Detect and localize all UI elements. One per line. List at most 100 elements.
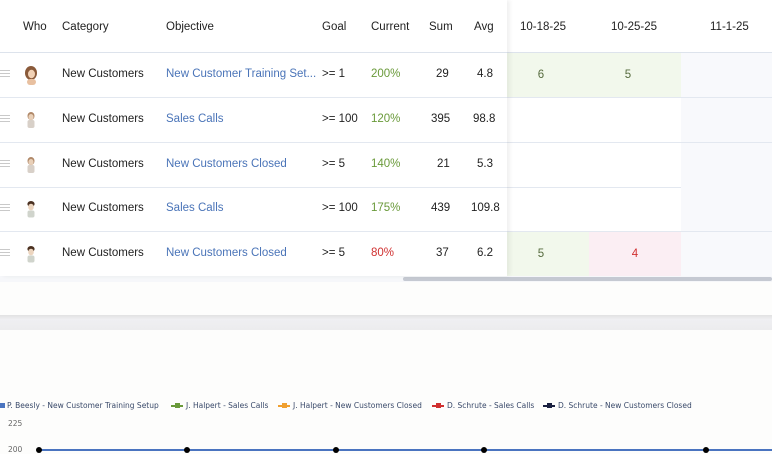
objective-link[interactable]: New Customers Closed [166, 247, 287, 259]
sum-cell: 21 [437, 158, 450, 170]
week-cell[interactable] [681, 232, 772, 276]
avatar [27, 201, 35, 218]
legend-item[interactable]: J. Halpert - Sales Calls [171, 401, 268, 410]
col-header-avg[interactable]: Avg [474, 21, 494, 33]
data-point[interactable] [184, 447, 190, 453]
goal-cell: >= 5 [322, 158, 346, 170]
avatar [27, 112, 35, 128]
data-point[interactable] [36, 447, 42, 453]
table-row[interactable]: New Customers Sales Calls >= 100 120% 39… [0, 98, 507, 143]
drag-handle-icon[interactable] [0, 115, 10, 124]
current-cell: 175% [371, 202, 401, 214]
week-cell[interactable]: 4 [589, 232, 681, 276]
avatar [25, 66, 37, 85]
week-cell[interactable] [507, 143, 575, 187]
col-header-week[interactable]: 10-25-25 [611, 21, 658, 33]
table-row[interactable]: New Customers New Customers Closed >= 5 … [0, 232, 507, 277]
goal-cell: >= 100 [322, 113, 358, 125]
drag-handle-icon[interactable] [0, 249, 10, 258]
series-line [38, 449, 772, 451]
col-header-category[interactable]: Category [62, 21, 109, 33]
horizontal-scrollbar-track[interactable] [0, 276, 772, 282]
week-row [507, 143, 772, 188]
week-cell[interactable] [575, 187, 681, 231]
sum-cell: 29 [436, 68, 449, 80]
table-week-columns: 10-18-25 10-25-25 11-1-25 6 5 5 [507, 0, 772, 276]
legend-label: P. Beesly - New Customer Training Setup [7, 401, 159, 410]
current-cell: 200% [371, 68, 401, 80]
week-cell[interactable] [507, 53, 681, 97]
section-divider [0, 315, 772, 330]
legend-item[interactable]: P. Beesly - New Customer Training Setup [0, 401, 159, 410]
col-header-sum[interactable]: Sum [429, 21, 453, 33]
week-cell[interactable] [507, 187, 575, 231]
week-cell[interactable] [575, 98, 681, 142]
week-cell[interactable]: 5 [507, 232, 589, 276]
week-row: 5 4 [507, 232, 772, 277]
category-cell: New Customers [62, 202, 144, 214]
table-row[interactable]: New Customers Sales Calls >= 100 175% 43… [0, 187, 507, 232]
avg-cell: 98.8 [473, 113, 496, 125]
avatar [27, 157, 35, 173]
category-cell: New Customers [62, 68, 144, 80]
col-header-week[interactable]: 11-1-25 [710, 21, 749, 33]
sum-cell: 439 [431, 202, 451, 214]
objective-link[interactable]: New Customer Training Set... [166, 68, 317, 80]
goals-table: Who Category Objective Goal Current Sum … [0, 0, 772, 282]
y-axis-tick: 200 [8, 445, 23, 454]
series-marker-icon [432, 403, 444, 408]
avatar [27, 246, 35, 263]
table-row[interactable]: New Customers New Customer Training Set.… [0, 53, 507, 98]
series-marker-icon [0, 403, 5, 408]
legend-item[interactable]: J. Halpert - New Customers Closed [278, 401, 422, 410]
avg-cell: 109.8 [471, 202, 500, 214]
week-cell[interactable] [575, 143, 681, 187]
objective-link[interactable]: Sales Calls [166, 113, 224, 125]
table-header: Who Category Objective Goal Current Sum … [0, 0, 507, 53]
week-row: 6 5 [507, 53, 772, 98]
legend-label: J. Halpert - Sales Calls [186, 401, 269, 410]
week-cell[interactable] [507, 98, 575, 142]
week-cell[interactable] [681, 143, 772, 187]
data-point[interactable] [481, 447, 487, 453]
table-row[interactable]: New Customers New Customers Closed >= 5 … [0, 143, 507, 188]
legend-label: D. Schrute - New Customers Closed [558, 401, 692, 410]
avg-cell: 6.2 [477, 247, 493, 259]
week-cell[interactable] [681, 98, 772, 142]
week-cell[interactable] [681, 187, 772, 231]
week-cell[interactable] [681, 53, 772, 97]
horizontal-scrollbar-thumb[interactable] [403, 277, 772, 281]
objective-link[interactable]: New Customers Closed [166, 158, 287, 170]
drag-handle-icon[interactable] [0, 70, 10, 79]
series-marker-icon [543, 403, 555, 408]
category-cell: New Customers [62, 113, 144, 125]
current-cell: 140% [371, 158, 401, 170]
series-marker-icon [171, 403, 183, 408]
progress-chart: P. Beesly - New Customer Training Setup … [0, 330, 772, 454]
col-header-week[interactable]: 10-18-25 [520, 21, 567, 33]
col-header-who[interactable]: Who [23, 21, 47, 33]
col-header-current[interactable]: Current [371, 21, 410, 33]
drag-handle-icon[interactable] [0, 160, 10, 169]
series-marker-icon [278, 403, 290, 408]
week-row [507, 187, 772, 232]
data-point[interactable] [333, 447, 339, 453]
week-value: 5 [624, 69, 632, 81]
current-cell: 120% [371, 113, 401, 125]
current-cell: 80% [371, 247, 395, 259]
y-axis-tick: 225 [8, 419, 23, 428]
objective-link[interactable]: Sales Calls [166, 202, 224, 214]
col-header-goal[interactable]: Goal [322, 21, 347, 33]
category-cell: New Customers [62, 158, 144, 170]
legend-item[interactable]: D. Schrute - New Customers Closed [543, 401, 692, 410]
week-value: 6 [537, 69, 545, 81]
table-fixed-columns: Who Category Objective Goal Current Sum … [0, 0, 507, 276]
col-header-objective[interactable]: Objective [166, 21, 214, 33]
category-cell: New Customers [62, 247, 144, 259]
legend-item[interactable]: D. Schrute - Sales Calls [432, 401, 534, 410]
data-point[interactable] [703, 447, 709, 453]
drag-handle-icon[interactable] [0, 204, 10, 213]
goal-cell: >= 100 [322, 202, 358, 214]
week-header: 10-18-25 10-25-25 11-1-25 [507, 0, 772, 53]
goal-cell: >= 5 [322, 247, 346, 259]
